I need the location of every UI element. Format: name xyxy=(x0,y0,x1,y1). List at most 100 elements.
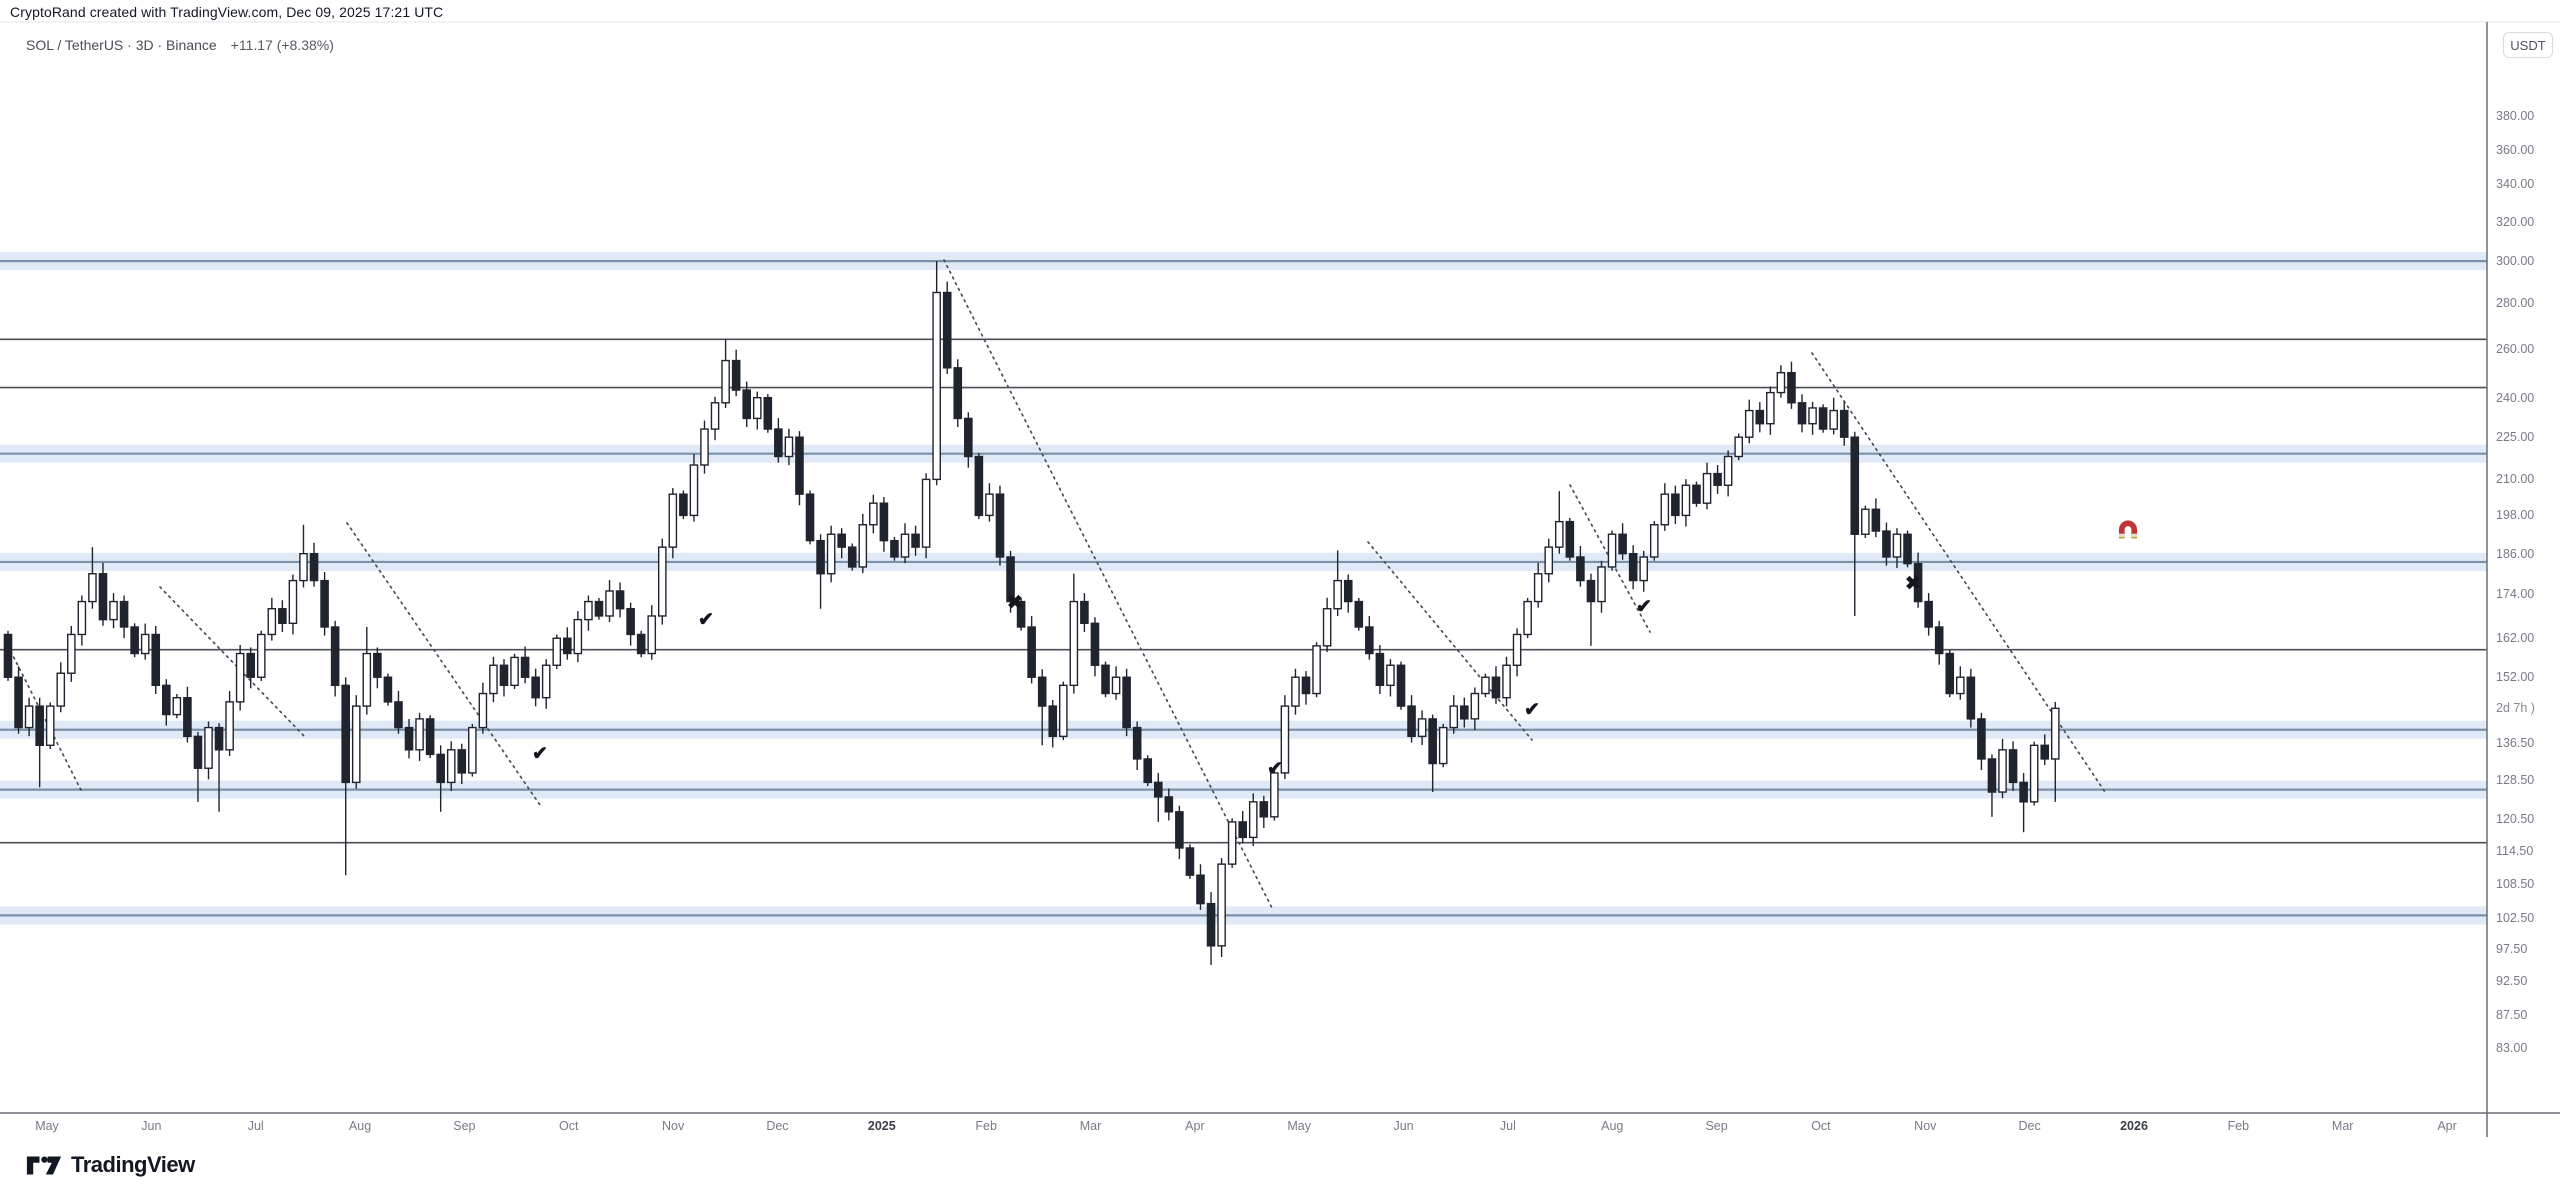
candle-down xyxy=(995,493,1005,558)
candle-up xyxy=(267,608,277,636)
candle-up xyxy=(1217,863,1226,947)
candle-up xyxy=(1554,520,1564,548)
candle-down xyxy=(520,656,530,678)
candle-down xyxy=(214,726,224,751)
candle-up xyxy=(700,428,709,466)
price-tick-label: 114.50 xyxy=(2496,843,2534,858)
candle-down xyxy=(816,539,825,575)
price-tick-label: 280.00 xyxy=(2496,296,2535,311)
candle-down xyxy=(1977,718,1986,760)
price-tick-label: 136.50 xyxy=(2496,736,2535,751)
candle-down xyxy=(1164,796,1174,813)
candle-down xyxy=(731,359,741,391)
candle-up xyxy=(1776,371,1786,394)
candle-down xyxy=(1238,821,1248,839)
trendline xyxy=(1811,352,2106,793)
price-tick-label: 102.50 xyxy=(2496,911,2535,926)
symbol-title: SOL / TetherUS · 3D · Binance xyxy=(26,37,217,53)
candle-up xyxy=(225,701,234,751)
candle-down xyxy=(1037,676,1047,707)
candle-up xyxy=(45,705,55,747)
candle-up xyxy=(24,705,34,729)
candle-up xyxy=(573,618,583,655)
price-tick-label: 87.50 xyxy=(2496,1008,2528,1023)
candle-up xyxy=(1502,664,1511,699)
candle-up xyxy=(1766,391,1775,425)
candle-up xyxy=(1312,645,1321,695)
candle-up xyxy=(721,359,730,404)
candle-down xyxy=(1428,718,1437,765)
checkmark-icon: ✔ xyxy=(698,609,714,631)
time-tick-label: 2025 xyxy=(867,1119,896,1133)
candle-down xyxy=(615,590,625,610)
candle-up xyxy=(985,493,994,517)
price-tick-label: 260.00 xyxy=(2496,341,2535,356)
trendline xyxy=(943,259,1274,911)
candle-down xyxy=(1671,493,1680,517)
time-tick-label: May xyxy=(1287,1119,1311,1133)
candle-up xyxy=(1270,772,1279,818)
candle-up xyxy=(1597,566,1606,603)
candle-down xyxy=(193,735,203,769)
candle-up xyxy=(657,546,667,617)
candle-down xyxy=(457,749,467,774)
checkmark-icon: ✔ xyxy=(1524,699,1540,721)
candle-down xyxy=(679,493,688,517)
candle-down xyxy=(774,428,783,458)
candle-up xyxy=(235,652,245,703)
time-tick-label: Jul xyxy=(1499,1119,1516,1133)
candle-up xyxy=(1438,726,1448,765)
candle-down xyxy=(183,696,192,738)
candle-up xyxy=(1470,692,1480,720)
time-tick-label: Apr xyxy=(1185,1119,1205,1133)
candle-down xyxy=(1375,652,1385,687)
trendline xyxy=(346,522,541,806)
candle-down xyxy=(1153,781,1163,798)
candle-down xyxy=(320,579,329,628)
candle-down xyxy=(964,417,973,458)
candle-down xyxy=(1354,600,1364,628)
candle-up xyxy=(56,672,66,707)
candle-down xyxy=(383,676,393,703)
candle-down xyxy=(1122,676,1131,729)
candle-up xyxy=(1734,436,1743,458)
candle-up xyxy=(1723,455,1733,486)
candle-down xyxy=(309,552,319,582)
candle-down xyxy=(278,608,287,625)
footer-branding[interactable]: TradingView xyxy=(26,1152,195,1178)
time-tick-label: Jun xyxy=(1393,1119,1414,1133)
candle-down xyxy=(1850,436,1860,535)
candle-up xyxy=(1998,749,2007,793)
checkmark-icon: ✔ xyxy=(1267,758,1283,780)
currency-toggle-button[interactable]: USDT xyxy=(2503,32,2553,58)
candle-down xyxy=(531,676,540,699)
x-mark-icon: ✖ xyxy=(1905,573,1921,595)
candle-down xyxy=(1913,562,1923,603)
time-tick-label: Nov xyxy=(1914,1119,1937,1133)
candle-down xyxy=(563,637,572,655)
time-tick-label: 2026 xyxy=(2120,1119,2148,1133)
candle-down xyxy=(1101,664,1110,695)
candle-down xyxy=(1713,472,1722,486)
candle-up xyxy=(869,502,878,526)
time-tick-label: Mar xyxy=(2331,1119,2354,1133)
candle-up xyxy=(1058,684,1068,738)
candle-down xyxy=(1565,520,1575,558)
candle-down xyxy=(1787,371,1796,404)
time-tick-label: May xyxy=(35,1119,59,1133)
candle-up xyxy=(1417,718,1427,738)
candle-up xyxy=(1892,533,1902,558)
symbol-info-row[interactable]: SOL / TetherUS · 3D · Binance +11.17 (+8.… xyxy=(26,37,334,53)
candle-down xyxy=(1586,579,1596,603)
price-tick-label: 225.00 xyxy=(2496,430,2535,445)
candle-up xyxy=(489,664,498,695)
price-tick-label: 300.00 xyxy=(2496,254,2535,269)
checkmark-icon: ✔ xyxy=(532,743,548,765)
candle-up xyxy=(1956,676,1965,695)
candle-up xyxy=(1808,407,1817,425)
candle-up xyxy=(1533,573,1543,603)
candle-up xyxy=(858,524,868,568)
time-tick-label: Dec xyxy=(2018,1119,2041,1133)
time-tick-label: Aug xyxy=(1601,1119,1624,1133)
